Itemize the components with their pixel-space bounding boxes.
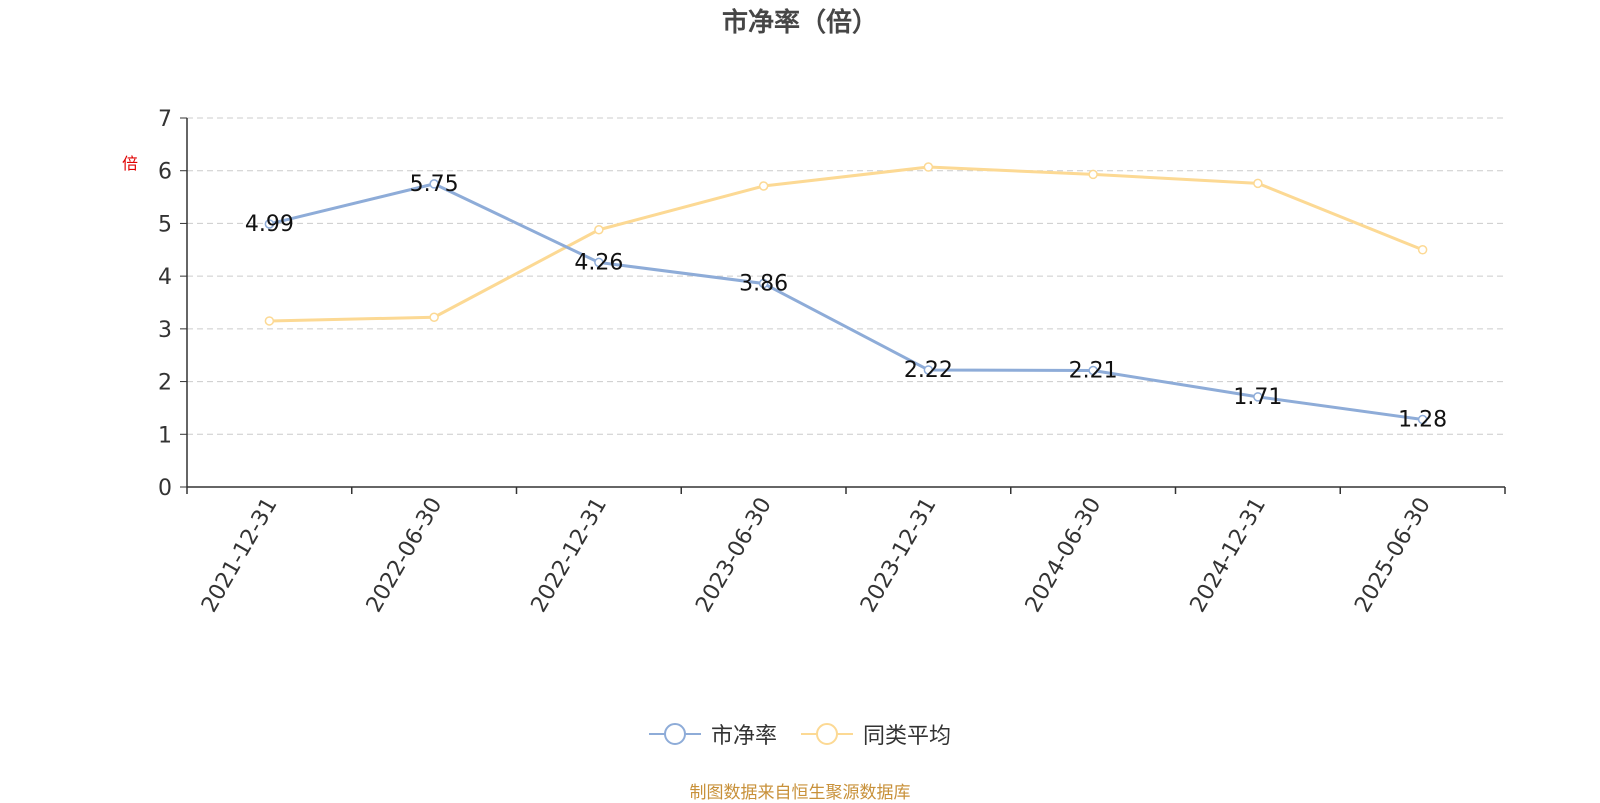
data-point-1: [758, 181, 769, 191]
x-tick-label: 2025-06-30: [1350, 494, 1436, 617]
data-point-1: [264, 316, 275, 326]
data-label: 4.26: [574, 250, 623, 275]
legend-label-peer-avg: 同类平均: [863, 724, 952, 749]
legend: 市净率 同类平均: [0, 718, 1600, 750]
data-label: 1.71: [1233, 385, 1282, 410]
data-point-1: [594, 225, 604, 235]
data-label: 2.21: [1069, 359, 1118, 384]
data-point-0: [429, 179, 439, 189]
x-tick-label: 2022-12-31: [526, 494, 612, 617]
y-tick-label: 4: [158, 265, 172, 290]
data-point-0: [923, 365, 934, 375]
legend-swatch-pb-icon: [648, 723, 701, 745]
legend-label-pb: 市净率: [710, 724, 777, 749]
data-point-0: [1253, 392, 1263, 402]
legend-item-pb[interactable]: 市净率: [648, 718, 777, 750]
x-tick-label: 2024-12-31: [1185, 494, 1271, 617]
data-point-0: [1088, 365, 1098, 376]
data-label: 1.28: [1398, 408, 1447, 433]
y-tick-label: 2: [158, 371, 172, 396]
data-point-0: [758, 278, 769, 289]
y-tick-label: 1: [158, 423, 172, 448]
x-tick-label: 2023-06-30: [691, 494, 777, 617]
data-point-1: [429, 312, 439, 323]
y-tick-label: 0: [158, 476, 172, 501]
data-point-1: [923, 162, 934, 172]
legend-swatch-peer-avg-icon: [801, 723, 853, 745]
y-tick-label: 3: [158, 318, 172, 343]
series-line-1: [269, 165, 1424, 323]
chart-title: 市净率（倍）: [721, 8, 878, 38]
legend-item-peer-avg[interactable]: 同类平均: [801, 718, 951, 750]
data-point-1: [1417, 245, 1428, 255]
data-point-0: [594, 257, 604, 268]
data-label: 4.99: [245, 212, 294, 237]
x-tick-label: 2022-06-30: [362, 494, 448, 617]
y-tick-label: 5: [158, 212, 172, 237]
data-point-1: [1088, 169, 1098, 180]
data-point-0: [264, 219, 275, 229]
y-axis-label: 倍: [121, 154, 138, 173]
data-label: 5.75: [410, 172, 459, 197]
x-tick-label: 2021-12-31: [197, 494, 283, 617]
series-line-0: [269, 182, 1423, 422]
data-point-1: [1253, 178, 1263, 189]
data-label: 3.86: [739, 272, 788, 297]
x-tick-label: 2024-06-30: [1021, 494, 1107, 617]
data-point-0: [1417, 414, 1428, 425]
x-tick-label: 2023-12-31: [856, 494, 942, 617]
y-tick-label: 6: [158, 160, 172, 185]
y-tick-label: 7: [158, 107, 172, 132]
data-label: 2.22: [904, 358, 953, 383]
data-source-note: 制图数据来自恒生聚源数据库: [689, 783, 911, 803]
